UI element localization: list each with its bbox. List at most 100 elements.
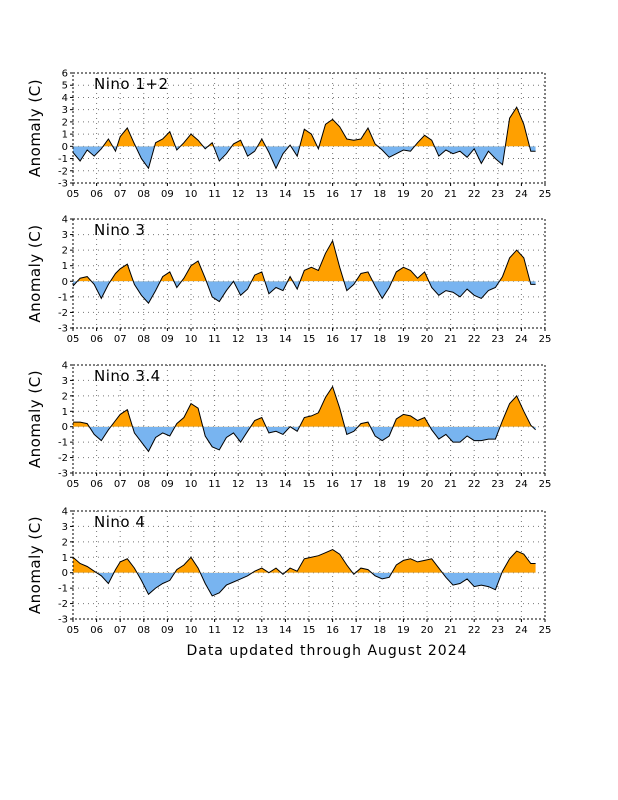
x-tick-label: 19: [397, 189, 410, 200]
y-tick-label: 2: [62, 537, 68, 548]
panel-title: Nino 3.4: [94, 367, 161, 385]
x-tick-label: 06: [90, 334, 103, 345]
x-tick-label: 17: [350, 334, 363, 345]
x-tick-label: 15: [303, 479, 316, 490]
x-tick-label: 17: [350, 479, 363, 490]
x-tick-label: 16: [326, 334, 339, 345]
x-tick-label: 24: [515, 334, 528, 345]
y-axis-label: Anomaly (C): [26, 224, 44, 322]
y-tick-label: -3: [58, 179, 68, 190]
x-tick-label: 23: [491, 334, 504, 345]
x-tick-label: 05: [67, 625, 80, 636]
y-tick-label: 1: [62, 553, 68, 564]
x-tick-label: 15: [303, 189, 316, 200]
x-tick-label: 07: [114, 625, 127, 636]
negative-anomaly-area: [89, 426, 536, 452]
y-tick-label: 0: [62, 422, 68, 433]
x-tick-label: 10: [185, 479, 198, 490]
x-tick-label: 20: [421, 479, 434, 490]
y-tick-label: -3: [58, 469, 68, 480]
y-tick-label: -3: [58, 324, 68, 335]
x-tick-label: 23: [491, 625, 504, 636]
x-tick-label: 08: [137, 334, 150, 345]
y-axis-label: Anomaly (C): [26, 79, 44, 177]
x-tick-label: 24: [515, 189, 528, 200]
x-tick-label: 09: [161, 334, 174, 345]
x-tick-label: 21: [444, 479, 457, 490]
x-tick-label: 12: [232, 334, 245, 345]
x-tick-label: 09: [161, 479, 174, 490]
x-tick-label: 10: [185, 625, 198, 636]
negative-anomaly-area: [73, 146, 536, 169]
anomaly-series-line: [72, 549, 536, 597]
x-tick-label: 13: [255, 625, 268, 636]
y-tick-label: -1: [58, 292, 68, 303]
y-tick-label: -2: [58, 599, 68, 610]
y-tick-label: 1: [62, 130, 68, 141]
x-tick-label: 14: [279, 334, 292, 345]
panel-title: Nino 1+2: [94, 75, 169, 93]
x-tick-label: 22: [468, 334, 481, 345]
x-tick-label: 11: [208, 479, 221, 490]
x-tick-label: 15: [303, 334, 316, 345]
x-tick-label: 25: [539, 189, 552, 200]
x-tick-label: 13: [255, 334, 268, 345]
x-tick-label: 15: [303, 625, 316, 636]
x-tick-label: 19: [397, 625, 410, 636]
x-tick-label: 21: [444, 334, 457, 345]
y-tick-label: 2: [62, 117, 68, 128]
x-tick-label: 14: [279, 479, 292, 490]
y-tick-label: 1: [62, 407, 68, 418]
x-tick-label: 06: [90, 189, 103, 200]
panel-title: Nino 4: [94, 513, 145, 531]
y-axis-label: Anomaly (C): [26, 370, 44, 468]
x-tick-label: 13: [255, 479, 268, 490]
x-tick-label: 24: [515, 479, 528, 490]
y-tick-label: 2: [62, 391, 68, 402]
x-tick-label: 06: [90, 479, 103, 490]
x-tick-label: 24: [515, 625, 528, 636]
positive-anomaly-area: [73, 386, 536, 427]
x-tick-label: 11: [208, 625, 221, 636]
y-tick-label: 4: [62, 361, 68, 372]
x-tick-label: 14: [279, 625, 292, 636]
y-tick-label: 4: [62, 215, 68, 226]
x-tick-label: 23: [491, 189, 504, 200]
positive-anomaly-area: [77, 240, 530, 282]
x-tick-label: 17: [350, 625, 363, 636]
x-tick-label: 08: [137, 479, 150, 490]
x-tick-label: 21: [444, 625, 457, 636]
x-tick-label: 25: [539, 479, 552, 490]
x-tick-label: 17: [350, 189, 363, 200]
y-tick-label: -1: [58, 584, 68, 595]
x-tick-label: 11: [208, 189, 221, 200]
y-tick-label: -1: [58, 438, 68, 449]
x-tick-label: 12: [232, 479, 245, 490]
y-axis-label: Anomaly (C): [26, 516, 44, 614]
x-tick-label: 10: [185, 334, 198, 345]
y-tick-label: -2: [58, 453, 68, 464]
x-tick-label: 22: [468, 189, 481, 200]
x-tick-label: 18: [373, 334, 386, 345]
x-tick-label: 10: [185, 189, 198, 200]
x-tick-label: 12: [232, 189, 245, 200]
y-tick-label: 2: [62, 246, 68, 257]
x-tick-label: 25: [539, 334, 552, 345]
y-tick-label: 6: [62, 69, 68, 80]
anomaly-series-line: [72, 106, 536, 170]
y-tick-label: 3: [62, 105, 68, 116]
x-tick-label: 16: [326, 479, 339, 490]
x-tick-label: 20: [421, 625, 434, 636]
x-tick-label: 08: [137, 625, 150, 636]
x-tick-label: 19: [397, 479, 410, 490]
x-tick-label: 13: [255, 189, 268, 200]
y-tick-label: 5: [62, 81, 68, 92]
x-tick-label: 23: [491, 479, 504, 490]
x-tick-label: 18: [373, 189, 386, 200]
y-tick-label: 3: [62, 376, 68, 387]
x-tick-label: 07: [114, 189, 127, 200]
x-tick-label: 22: [468, 625, 481, 636]
